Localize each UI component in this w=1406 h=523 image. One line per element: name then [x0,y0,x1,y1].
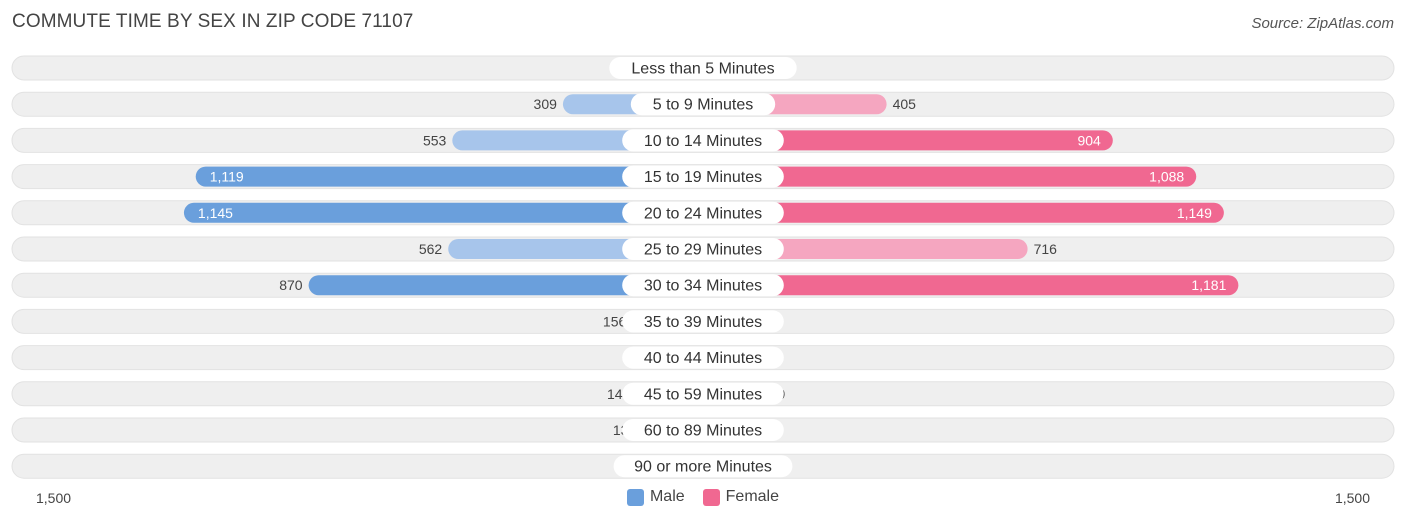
value-label-female: 904 [1077,132,1101,148]
category-pill [622,238,784,260]
source-label: Source: ZipAtlas.com [1251,15,1394,32]
category-label: 45 to 59 Minutes [644,386,762,403]
chart-row: 870 1,181 30 to 34 Minutes [11,272,1395,298]
chart-row: 11255Less than 5 Minutes [11,55,1395,81]
bar-female [703,239,1028,259]
category-pill [622,274,784,297]
chart-row: 1569435 to 39 Minutes [11,308,1395,334]
chart-row: 1349260 to 89 Minutes [11,417,1395,443]
value-label-male: 870 [279,277,303,293]
chart-row: 309 405 5 to 9 Minutes [11,91,1395,117]
value-label-female: 716 [1034,241,1058,257]
value-label-female: 405 [893,96,917,112]
legend: Male Female [0,488,1406,506]
chart-row: 1232590 or more Minutes [11,453,1395,479]
legend-item-male: Male [626,488,685,506]
bar-female [703,202,1224,223]
category-label: Less than 5 Minutes [631,61,774,78]
category-label: 35 to 39 Minutes [644,314,762,331]
value-label-male: 156 [603,313,627,329]
value-label-male: 309 [534,96,558,112]
category-pill [613,455,793,478]
legend-label-female: Female [725,488,780,505]
legend-item-female: Female [702,488,780,506]
chart-row: 1,119 1,088 15 to 19 Minutes [11,164,1395,190]
chart-row: 562 716 25 to 29 Minutes [11,236,1395,262]
value-label-female: 1,149 [1177,205,1212,221]
category-pill [630,93,776,116]
category-label: 60 to 89 Minutes [644,423,762,440]
category-pill [622,419,784,441]
bar-male [195,166,703,187]
chart-row: 1,145 1,149 20 to 24 Minutes [11,200,1395,226]
category-label: 5 to 9 Minutes [653,97,754,114]
value-label-female: 1,181 [1191,277,1226,293]
category-label: 15 to 19 Minutes [644,169,762,186]
category-label: 25 to 29 Minutes [644,242,762,259]
bar-female [703,130,1113,151]
value-label-male: 1,145 [198,205,233,221]
category-pill [622,382,784,405]
category-label: 40 to 44 Minutes [644,350,762,367]
legend-swatch-female [702,488,720,506]
category-pill [622,165,784,188]
value-label-female: 1,088 [1149,169,1184,185]
axis-left-label: 1,500 [36,490,72,506]
axis-right-label: 1,500 [1334,490,1370,506]
category-label: 90 or more Minutes [634,459,772,476]
category-label: 10 to 14 Minutes [644,133,762,150]
value-label-male: 1,119 [210,169,244,185]
bar-female [703,166,1197,187]
category-pill [622,201,784,224]
category-label: 30 to 34 Minutes [644,278,762,295]
legend-swatch-male [626,488,644,506]
bar-female [703,275,1239,296]
bar-male [308,275,703,296]
chart-title: COMMUTE TIME BY SEX IN ZIP CODE 71107 [12,11,414,32]
category-pill [622,346,784,369]
legend-label-male: Male [649,488,685,505]
category-pill [622,129,784,152]
chart-row: 14711945 to 59 Minutes [11,381,1395,407]
value-label-male: 562 [419,241,443,257]
category-label: 20 to 24 Minutes [644,205,762,222]
category-pill [622,310,784,333]
chart-row: 4710740 to 44 Minutes [11,345,1395,371]
bar-male [183,202,703,223]
value-label-male: 553 [423,132,447,148]
category-pill [609,57,797,79]
chart-row: 553 904 10 to 14 Minutes [11,127,1395,153]
